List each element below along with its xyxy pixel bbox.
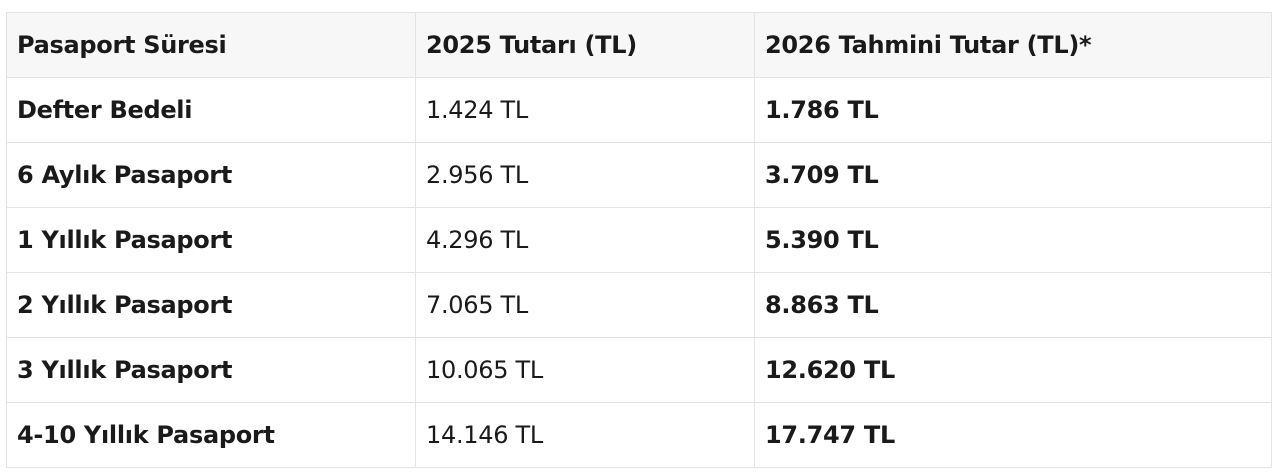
row-label: 2 Yıllık Pasaport: [6, 272, 416, 338]
passport-fee-table-container: Pasaport Süresi 2025 Tutarı (TL) 2026 Ta…: [6, 12, 1272, 468]
table-row: 1 Yıllık Pasaport 4.296 TL 5.390 TL: [6, 207, 1272, 273]
row-label: 4-10 Yıllık Pasaport: [6, 402, 416, 468]
table-row: 2 Yıllık Pasaport 7.065 TL 8.863 TL: [6, 272, 1272, 338]
value-2025: 7.065 TL: [415, 272, 755, 338]
table-row: 4-10 Yıllık Pasaport 14.146 TL 17.747 TL: [6, 402, 1272, 468]
value-2026: 12.620 TL: [754, 337, 1272, 403]
value-2026: 5.390 TL: [754, 207, 1272, 273]
table-row: 3 Yıllık Pasaport 10.065 TL 12.620 TL: [6, 337, 1272, 403]
table-header-row: Pasaport Süresi 2025 Tutarı (TL) 2026 Ta…: [6, 12, 1272, 78]
value-2026: 1.786 TL: [754, 77, 1272, 143]
value-2026: 8.863 TL: [754, 272, 1272, 338]
header-2026-estimate: 2026 Tahmini Tutar (TL)*: [754, 12, 1272, 78]
value-2025: 10.065 TL: [415, 337, 755, 403]
table-row: 6 Aylık Pasaport 2.956 TL 3.709 TL: [6, 142, 1272, 208]
passport-fee-table: Pasaport Süresi 2025 Tutarı (TL) 2026 Ta…: [6, 12, 1272, 468]
row-label: 1 Yıllık Pasaport: [6, 207, 416, 273]
value-2025: 4.296 TL: [415, 207, 755, 273]
header-duration: Pasaport Süresi: [6, 12, 416, 78]
value-2025: 14.146 TL: [415, 402, 755, 468]
value-2026: 17.747 TL: [754, 402, 1272, 468]
header-2025-amount: 2025 Tutarı (TL): [415, 12, 755, 78]
table-row: Defter Bedeli 1.424 TL 1.786 TL: [6, 77, 1272, 143]
value-2025: 2.956 TL: [415, 142, 755, 208]
value-2026: 3.709 TL: [754, 142, 1272, 208]
row-label: 6 Aylık Pasaport: [6, 142, 416, 208]
value-2025: 1.424 TL: [415, 77, 755, 143]
row-label: Defter Bedeli: [6, 77, 416, 143]
row-label: 3 Yıllık Pasaport: [6, 337, 416, 403]
